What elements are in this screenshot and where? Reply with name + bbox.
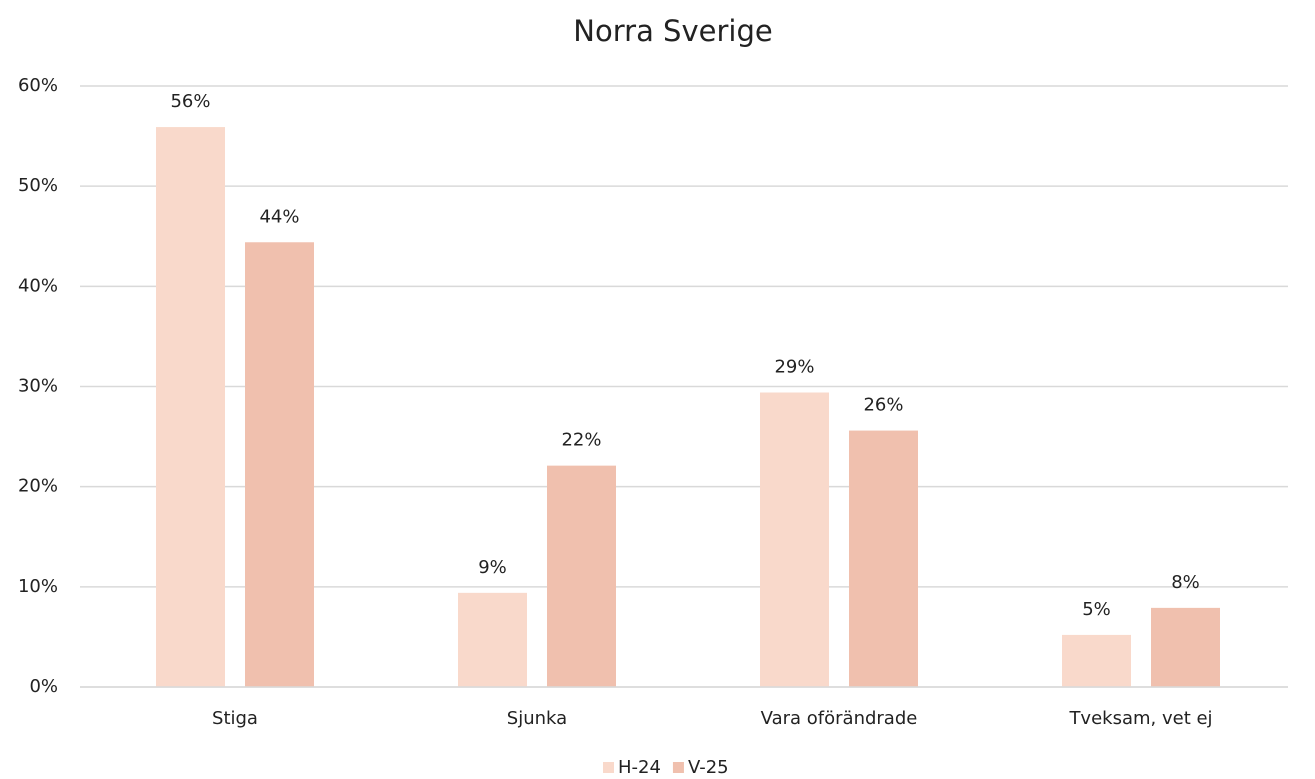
bar: [547, 465, 616, 687]
y-tick-label: 60%: [18, 75, 58, 96]
x-tick-label: Stiga: [212, 708, 258, 729]
data-label: 22%: [561, 430, 601, 451]
bar: [156, 127, 225, 687]
y-tick-label: 40%: [18, 275, 58, 296]
data-label: 8%: [1171, 572, 1200, 593]
bar: [849, 430, 918, 687]
bar: [245, 242, 314, 687]
legend-label: H-24: [618, 757, 661, 778]
x-tick-label: Vara oförändrade: [761, 708, 918, 729]
chart-title: Norra Sverige: [573, 14, 772, 48]
bar: [1062, 634, 1131, 687]
y-tick-label: 30%: [18, 376, 58, 397]
y-tick-label: 0%: [29, 676, 58, 697]
bar: [458, 592, 527, 687]
data-label: 29%: [774, 357, 814, 378]
x-tick-label: Sjunka: [507, 708, 567, 729]
y-tick-label: 10%: [18, 576, 58, 597]
data-label: 56%: [170, 91, 210, 112]
y-tick-label: 20%: [18, 476, 58, 497]
legend-swatch: [603, 762, 614, 773]
bar: [760, 392, 829, 687]
x-tick-label: Tveksam, vet ej: [1068, 708, 1212, 729]
legend-label: V-25: [688, 757, 729, 778]
data-label: 26%: [863, 395, 903, 416]
legend-swatch: [672, 762, 684, 773]
data-label: 5%: [1082, 599, 1111, 620]
bar: [1151, 607, 1220, 687]
y-tick-label: 50%: [18, 175, 58, 196]
data-label: 44%: [259, 206, 299, 227]
data-label: 9%: [478, 557, 507, 578]
